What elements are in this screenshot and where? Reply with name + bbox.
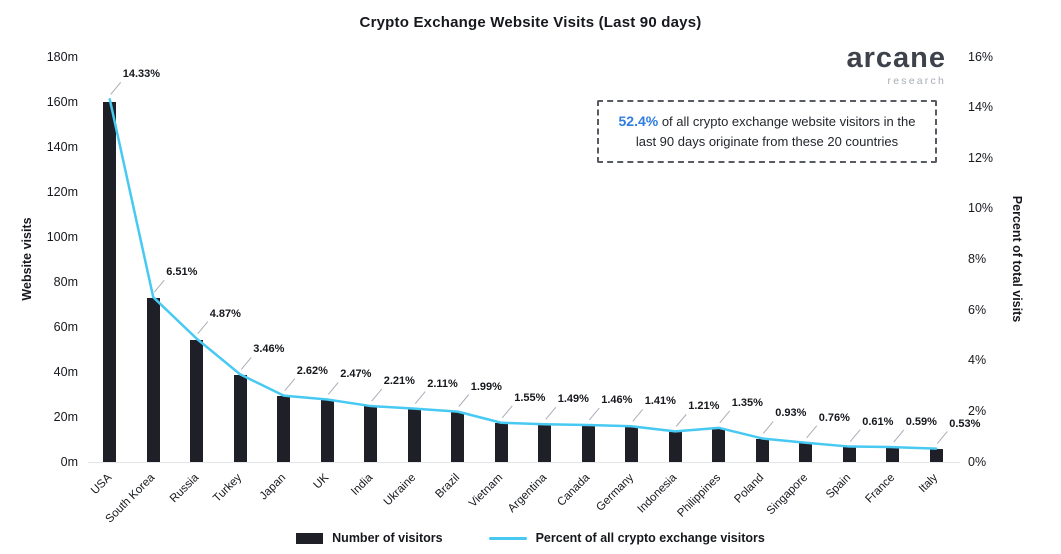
leader-line [240,357,252,370]
leader-line [545,406,557,420]
bar [407,408,421,462]
percent-point-label: 0.61% [862,415,894,428]
legend-item-line: Percent of all crypto exchange visitors [488,531,765,545]
legend-bar-label: Number of visitors [332,531,443,545]
bar [755,438,769,462]
bar [494,423,508,462]
percent-point-label: 1.49% [557,393,589,406]
leader-line [110,81,122,95]
bar [277,396,291,462]
y-axis-tick-left: 60m [53,319,78,334]
bar [886,447,900,462]
percent-point-label: 2.47% [340,368,372,381]
bar [625,426,639,462]
leader-line [588,407,600,421]
leader-line [893,429,905,443]
y-axis-label-right: Percent of total visits [1010,195,1024,323]
bar [190,339,204,462]
percent-point-label: 4.87% [209,307,241,320]
annotation-highlight: 52.4% [618,113,659,129]
percent-point-label: 3.46% [253,343,285,356]
leader-line [153,279,165,293]
bar [103,102,117,462]
y-axis-tick-left: 140m [46,139,78,154]
percent-line-svg [108,81,948,450]
leader-line [719,410,731,424]
logo-subtitle: research [887,75,946,87]
bar [581,425,595,462]
bar [364,406,378,462]
y-axis-tick-right: 6% [968,302,987,317]
y-axis-tick-right: 10% [968,201,994,216]
annotation-box: 52.4% of all crypto exchange website vis… [597,100,937,163]
bar [538,424,552,462]
y-axis-tick-right: 16% [968,49,994,64]
chart-title: Crypto Exchange Website Visits (Last 90 … [359,14,702,31]
percent-point-label: 1.35% [731,396,763,409]
bar [320,399,334,462]
leader-line [197,321,209,335]
percent-point-label: 0.93% [775,407,807,420]
x-axis-baseline [88,462,960,463]
bar [929,448,943,462]
percent-point-label: 14.33% [122,68,161,81]
leader-line [327,382,339,395]
y-axis-tick-right: 14% [968,100,994,115]
bar [842,446,856,462]
y-axis-label-left: Website visits [20,217,34,301]
legend-bar-swatch-icon [296,532,324,544]
percent-point-label: 1.99% [470,380,502,393]
percent-point-label: 6.51% [166,266,198,279]
bar [799,442,813,462]
percent-point-label: 0.59% [905,416,937,429]
y-axis-tick-left: 40m [53,364,78,379]
percent-line [108,98,938,450]
leader-line [501,405,513,419]
legend-item-bars: Number of visitors [296,531,443,545]
y-axis-tick-right: 2% [968,403,987,418]
percent-point-label: 1.55% [514,391,546,404]
leader-line [371,388,383,402]
legend: Number of visitors Percent of all crypto… [0,531,1061,545]
leader-line [458,394,470,407]
leader-line [284,378,296,392]
y-axis-tick-right: 4% [968,353,987,368]
y-axis-tick-right: 8% [968,252,987,266]
leader-line [632,408,644,422]
y-axis-tick-left: 80m [53,274,78,289]
percent-point-label: 2.21% [383,375,415,388]
y-axis-tick-left: 100m [46,229,78,244]
percent-point-label: 1.41% [644,395,676,408]
y-axis-tick-left: 0m [60,454,78,469]
leader-line [675,414,687,427]
y-axis-tick-left: 160m [46,94,78,109]
leader-line [936,431,948,444]
percent-point-label: 1.46% [601,394,633,407]
percent-point-label: 0.76% [818,411,850,424]
percent-point-label: 2.11% [427,377,458,390]
y-axis-tick-left: 120m [46,184,78,199]
percent-point-label: 1.21% [688,400,720,413]
legend-line-swatch-icon [488,536,527,540]
bar [712,428,726,462]
arcane-logo: arcane research [834,42,946,88]
y-axis-tick-right: 0% [968,454,987,469]
leader-line [849,429,861,442]
leader-line [414,391,426,404]
bar [668,431,682,462]
y-axis-tick-left: 180m [46,49,78,64]
leader-line [762,421,774,434]
logo-wordmark: arcane [846,42,946,74]
percent-point-label: 0.53% [949,417,981,430]
y-axis-tick-right: 12% [968,150,994,165]
bar [146,298,160,462]
bar [233,375,247,462]
annotation-text: of all crypto exchange website visitors … [635,114,916,149]
legend-line-label: Percent of all crypto exchange visitors [535,531,765,545]
leader-line [806,425,818,439]
bar [451,412,465,462]
y-axis-tick-left: 20m [53,409,78,424]
percent-point-label: 2.62% [296,364,328,377]
